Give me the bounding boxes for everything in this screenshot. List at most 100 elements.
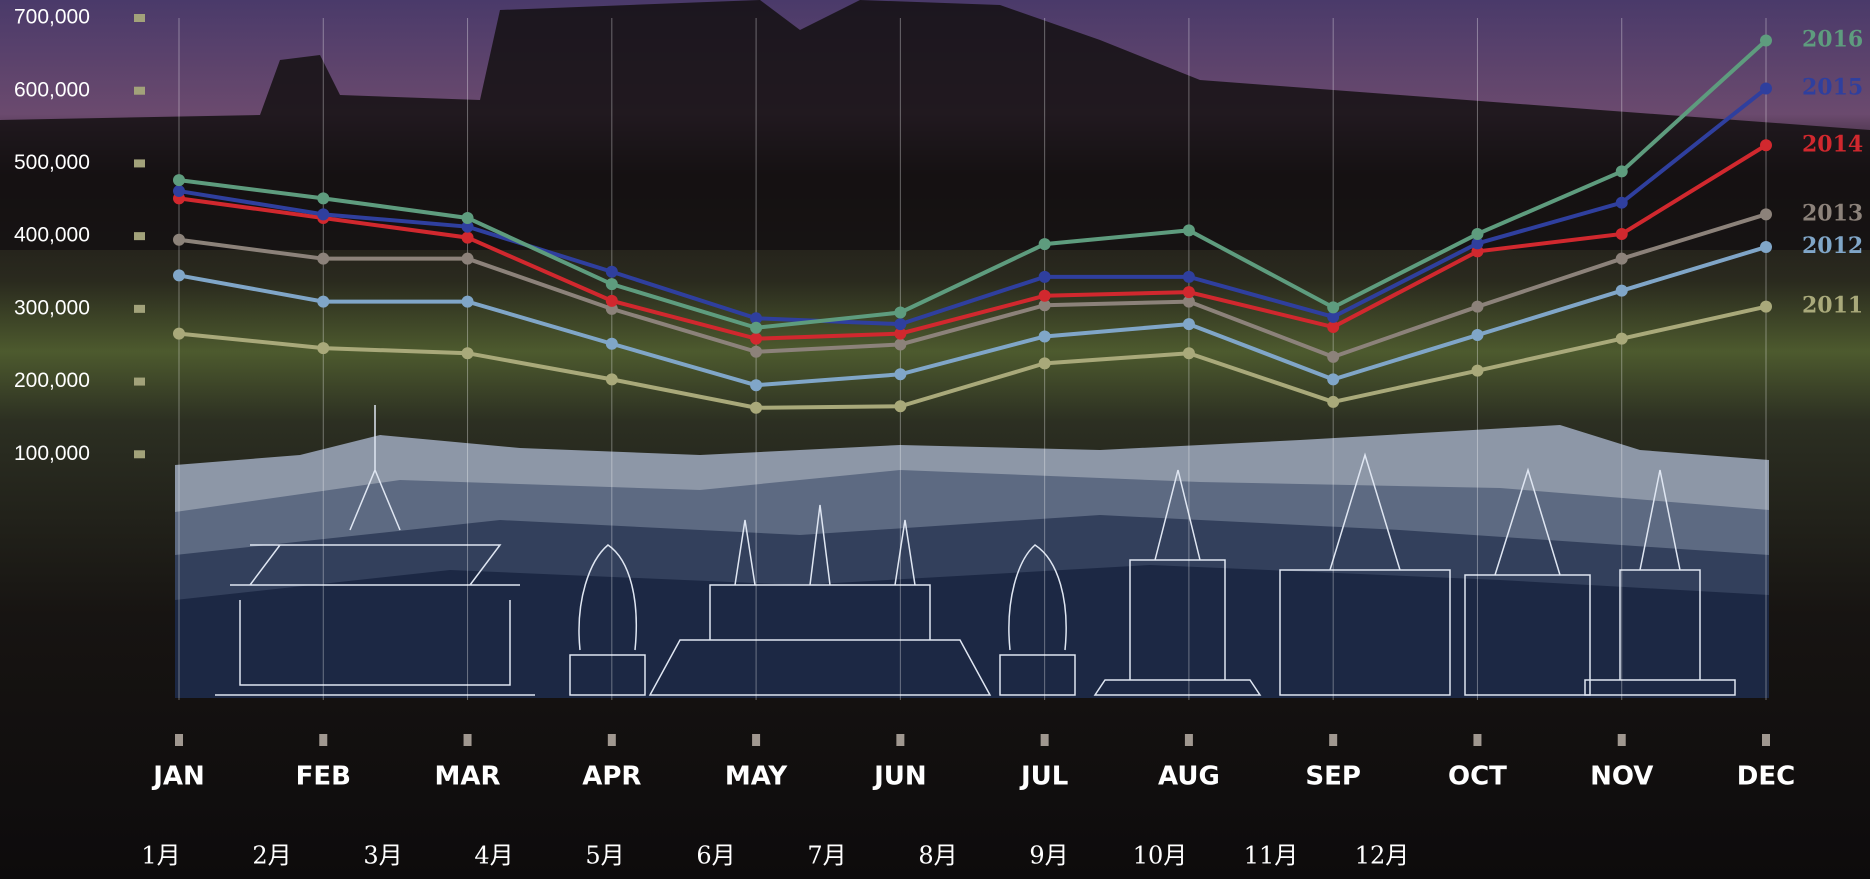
series-label: 2013 — [1802, 200, 1863, 226]
data-point — [173, 269, 185, 282]
x-tick-label: APR — [582, 762, 641, 792]
data-point — [605, 373, 618, 386]
series-line — [178, 304, 1767, 410]
data-point — [1038, 270, 1051, 283]
temple-silhouette — [0, 0, 1870, 250]
data-point — [750, 332, 763, 345]
data-point — [894, 338, 907, 351]
series-label: 2016 — [1802, 27, 1863, 53]
y-tick-mark — [134, 232, 145, 241]
y-tick-mark — [134, 86, 145, 95]
data-point — [1327, 350, 1340, 363]
x-tick-mark — [1184, 734, 1193, 746]
data-point — [1327, 301, 1340, 314]
data-point — [894, 318, 907, 331]
x-tick-mark — [175, 734, 183, 746]
data-point — [1471, 227, 1484, 240]
x-tick-label: MAR — [435, 762, 501, 792]
series-line — [178, 39, 1768, 330]
series-label: 2014 — [1802, 131, 1863, 157]
data-point — [1038, 330, 1051, 343]
data-point — [1760, 300, 1772, 313]
data-point — [461, 231, 474, 244]
data-point — [317, 342, 330, 355]
data-point — [461, 252, 474, 265]
secondary-label: 12月 — [1355, 842, 1410, 870]
data-point — [1615, 196, 1628, 209]
x-tick-label: JUN — [872, 762, 927, 792]
data-point — [1471, 237, 1484, 250]
y-tick-mark — [134, 377, 145, 386]
series-label: 2012 — [1802, 233, 1863, 259]
x-tick-mark — [1762, 734, 1770, 746]
data-point — [461, 220, 474, 233]
y-tick-label: 300,000 — [14, 296, 90, 319]
x-tick-label: FEB — [296, 762, 351, 792]
data-point — [1038, 289, 1051, 302]
x-tick-mark — [1617, 734, 1626, 746]
x-tick-label: AUG — [1158, 762, 1220, 792]
y-tick-label: 500,000 — [14, 151, 90, 174]
x-tick-label: OCT — [1448, 762, 1507, 792]
data-point — [605, 278, 618, 291]
x-tick-mark — [607, 734, 616, 746]
y-tick-mark — [134, 159, 145, 168]
data-point — [1760, 82, 1772, 95]
data-point — [1760, 139, 1772, 152]
secondary-label: 7月 — [807, 842, 846, 870]
x-tick-label: NOV — [1590, 762, 1653, 792]
data-point — [894, 400, 907, 413]
y-tick-label: 400,000 — [14, 224, 90, 247]
data-point — [173, 174, 185, 187]
data-point — [461, 295, 474, 308]
data-point — [1038, 238, 1051, 251]
secondary-label: 10月 — [1133, 842, 1188, 870]
secondary-label: 1月 — [141, 842, 180, 870]
data-point — [1182, 295, 1195, 308]
series-label: 2011 — [1802, 293, 1863, 319]
secondary-label: 5月 — [585, 842, 624, 870]
y-tick-label: 600,000 — [14, 78, 90, 101]
data-point — [750, 379, 763, 392]
data-point — [894, 327, 907, 340]
data-point — [1615, 332, 1628, 345]
data-point — [461, 211, 474, 224]
data-point — [750, 401, 763, 414]
x-tick-label: SEP — [1305, 762, 1361, 792]
y-tick-mark — [134, 14, 145, 22]
x-tick-label: DEC — [1737, 762, 1795, 792]
secondary-label: 9月 — [1029, 842, 1068, 870]
data-point — [1182, 318, 1195, 331]
data-point — [317, 252, 330, 265]
data-point — [1038, 299, 1051, 312]
y-tick-mark — [134, 450, 145, 459]
data-point — [894, 368, 907, 381]
x-tick-label: JAN — [151, 762, 205, 792]
data-point — [1182, 286, 1195, 299]
secondary-label: 6月 — [696, 842, 735, 870]
x-tick-mark — [896, 734, 905, 746]
secondary-label: 11月 — [1244, 842, 1299, 870]
x-tick-mark — [752, 734, 761, 746]
x-tick-label: MAY — [725, 762, 789, 792]
series-label: 2015 — [1802, 75, 1863, 101]
data-point — [1760, 34, 1772, 47]
x-tick-mark — [1040, 734, 1049, 746]
data-point — [1471, 300, 1484, 313]
secondary-label: 3月 — [363, 842, 402, 870]
data-point — [317, 208, 330, 221]
data-point — [750, 345, 763, 358]
x-tick-mark — [319, 734, 328, 746]
data-point — [605, 337, 618, 350]
data-point — [1327, 310, 1340, 323]
data-point — [894, 306, 907, 319]
temple-outlines — [215, 405, 1736, 696]
series-line — [178, 86, 1768, 327]
y-tick-label: 200,000 — [14, 369, 90, 392]
data-point — [317, 295, 330, 308]
data-point — [750, 312, 763, 325]
series-line — [178, 143, 1768, 341]
x-tick-label: JUL — [1019, 762, 1068, 792]
y-tick-label: 700,000 — [14, 6, 90, 29]
